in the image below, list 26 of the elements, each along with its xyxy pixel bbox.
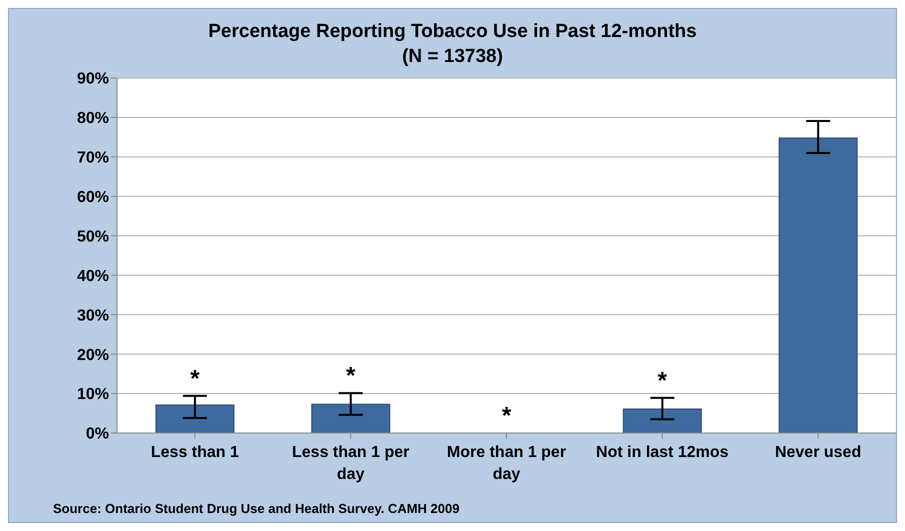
data-label: * bbox=[658, 367, 668, 394]
y-tick-label: 50% bbox=[76, 228, 109, 246]
y-tick-label: 0% bbox=[86, 426, 109, 443]
bar bbox=[311, 404, 390, 433]
x-tick-label: More than 1 per day bbox=[446, 444, 566, 483]
bar bbox=[778, 137, 858, 433]
bar bbox=[155, 404, 234, 433]
data-label: * bbox=[346, 362, 356, 390]
bar bbox=[622, 408, 702, 433]
y-tick-label: 40% bbox=[76, 268, 109, 285]
y-tick-label: 30% bbox=[76, 307, 109, 324]
y-tick-label: 80% bbox=[76, 110, 109, 128]
y-tick-label: 10% bbox=[76, 386, 109, 404]
x-tick-label: Not in last 12mos bbox=[596, 444, 729, 461]
chart-title: Percentage Reporting Tobacco Use in Past 12-months bbox=[207, 20, 698, 44]
source-note: Source: Ontario Student Drug Use and Health Survey. CAMH 2009 bbox=[53, 501, 460, 516]
text: * bbox=[502, 402, 512, 430]
x-tick-label: Less than 1 bbox=[150, 444, 240, 461]
y-tick-label: 60% bbox=[76, 189, 109, 206]
data-label: * bbox=[190, 365, 200, 392]
x-tick-label: Never used bbox=[774, 444, 862, 461]
y-tick-label: 90% bbox=[76, 70, 109, 88]
y-tick-label: 70% bbox=[76, 150, 109, 167]
y-tick-label: 20% bbox=[76, 346, 109, 364]
x-tick-label: Less than 1 per day bbox=[292, 444, 410, 483]
chart-subtitle: (N = 13738) bbox=[401, 45, 504, 69]
